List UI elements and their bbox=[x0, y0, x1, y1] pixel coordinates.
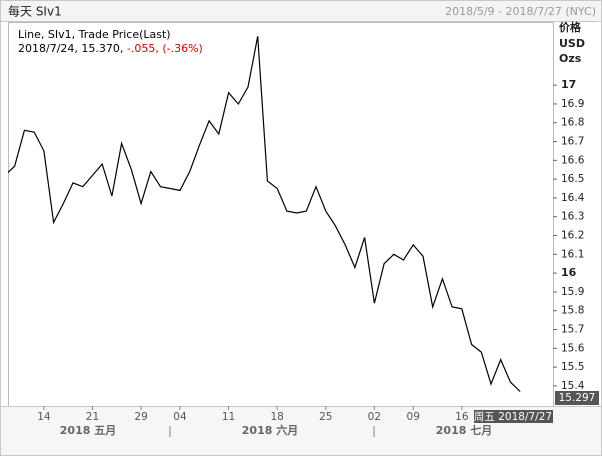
x-tick-label: 11 bbox=[222, 411, 235, 423]
last-price-box bbox=[555, 391, 599, 405]
y-tick-label: 16.9 bbox=[561, 98, 584, 110]
x-tick-label: 09 bbox=[407, 411, 420, 423]
price-line bbox=[8, 36, 521, 392]
x-tick-label: 29 bbox=[134, 411, 147, 423]
legend-change: -.055, (-.36%) bbox=[127, 42, 203, 55]
plot-area bbox=[8, 22, 554, 407]
y-tick-label: 17 bbox=[561, 78, 576, 91]
y-tick-label: 15.7 bbox=[561, 324, 584, 336]
y-tick-label: 16.6 bbox=[561, 154, 585, 166]
axis-header: USD bbox=[559, 37, 585, 50]
chart-title: 每天 SIv1 bbox=[8, 4, 62, 19]
x-tick-label: 04 bbox=[173, 411, 187, 423]
date-range: 2018/5/9 - 2018/7/27 (NYC) bbox=[445, 5, 596, 18]
x-tick-label: 02 bbox=[368, 411, 381, 423]
month-label: 2018 七月 bbox=[436, 423, 492, 437]
y-tick-label: 16.2 bbox=[561, 230, 584, 242]
legend-series: Line, SIv1, Trade Price(Last) bbox=[18, 28, 171, 41]
x-tick-label: 21 bbox=[86, 411, 99, 423]
legend-point-value: 2018/7/24, 15.370, bbox=[18, 42, 123, 55]
x-tick-label: 14 bbox=[37, 411, 51, 423]
axis-header: Ozs bbox=[559, 52, 582, 65]
month-label: 2018 五月 bbox=[60, 424, 116, 437]
y-tick-label: 15.8 bbox=[561, 305, 584, 317]
x-tick-label: 25 bbox=[319, 411, 332, 423]
y-tick-label: 15.6 bbox=[561, 342, 585, 354]
x-tick-label: 16 bbox=[455, 411, 469, 423]
y-tick-label: 16.4 bbox=[561, 192, 585, 204]
last-price-label: 15.297 bbox=[559, 392, 596, 404]
y-tick-label: 15.4 bbox=[561, 380, 585, 392]
y-tick-label: 16.5 bbox=[561, 173, 584, 185]
y-tick-label: 15.5 bbox=[561, 361, 584, 373]
legend-point: 2018/7/24, 15.370, -.055, (-.36%) bbox=[18, 42, 203, 55]
y-tick-label: 16 bbox=[561, 266, 577, 279]
y-tick-label: 16.8 bbox=[561, 117, 584, 129]
cursor-box bbox=[474, 410, 553, 423]
cursor-label: 周五 2018/7/27 bbox=[474, 411, 552, 423]
y-tick-label: 15.9 bbox=[561, 286, 584, 298]
month-label: 2018 六月 bbox=[242, 423, 298, 437]
y-tick-label: 16.7 bbox=[561, 136, 584, 148]
axis-header: 价格 bbox=[559, 20, 582, 34]
y-tick-label: 16.1 bbox=[561, 248, 584, 260]
y-tick-label: 16.3 bbox=[561, 211, 584, 223]
x-tick-label: 18 bbox=[270, 411, 283, 423]
